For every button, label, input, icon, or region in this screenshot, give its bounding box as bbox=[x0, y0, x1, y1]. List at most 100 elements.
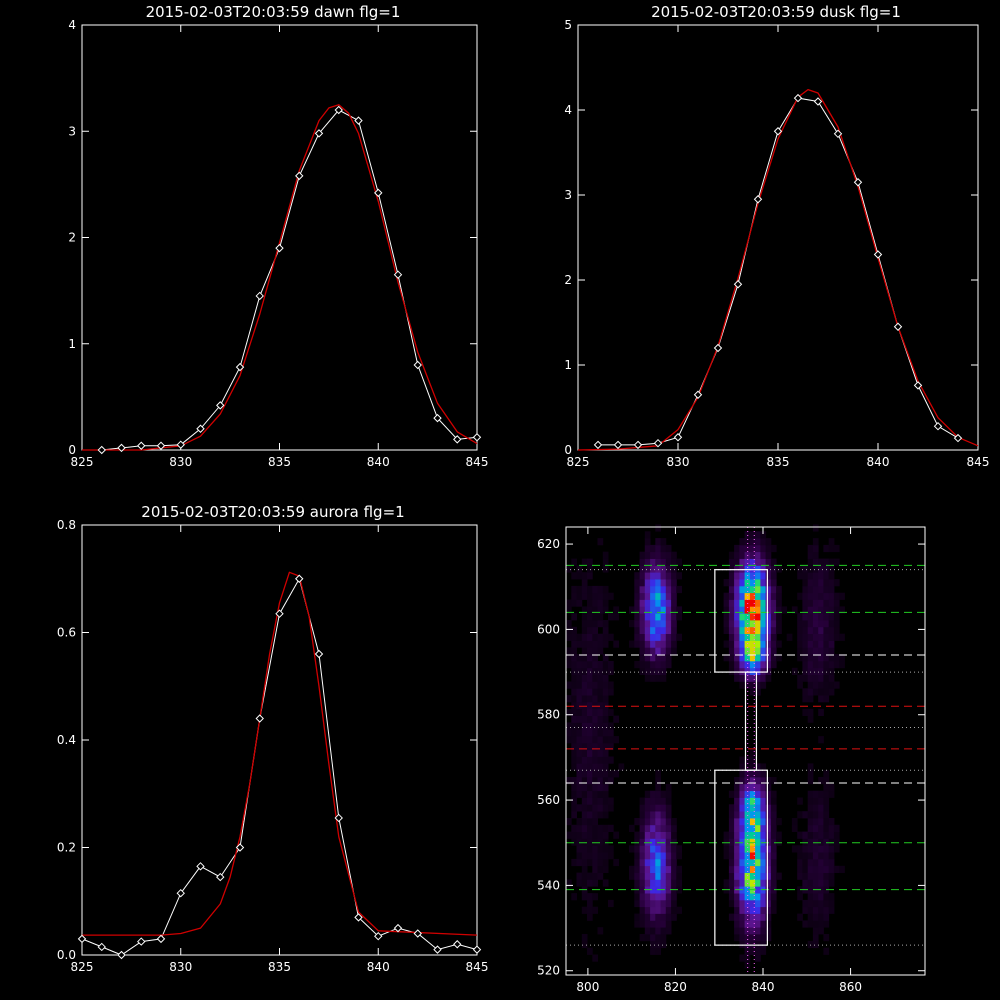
heatmap-cell bbox=[839, 606, 845, 614]
heatmap-cell bbox=[650, 906, 656, 914]
heatmap-cell bbox=[581, 667, 588, 675]
heatmap-cell bbox=[676, 872, 682, 880]
heatmap-cell bbox=[644, 606, 651, 614]
heatmap-cell bbox=[765, 872, 772, 880]
heatmap-cell bbox=[639, 893, 646, 901]
heatmap-cell bbox=[760, 572, 767, 580]
heatmap-cell bbox=[734, 565, 740, 573]
heatmap-cell bbox=[760, 661, 767, 669]
aurora-panel: 2015-02-03T20:03:59 aurora flg=1 825 830 8… bbox=[57, 503, 489, 974]
heatmap-cell bbox=[749, 681, 756, 689]
heatmap-cell bbox=[807, 544, 814, 553]
heatmap-cell bbox=[655, 544, 661, 553]
heatmap-cell bbox=[749, 579, 756, 587]
heatmap-cell bbox=[770, 811, 777, 819]
heatmap-cell bbox=[571, 742, 577, 751]
heatmap-cell bbox=[644, 661, 651, 669]
heatmap-cell bbox=[597, 715, 604, 723]
heatmap-cell bbox=[770, 633, 777, 641]
heatmap-cell bbox=[644, 599, 651, 607]
heatmap-cell bbox=[812, 934, 819, 942]
image-ytick-label: 580 bbox=[537, 708, 560, 722]
heatmap-cell bbox=[802, 626, 809, 634]
heatmap-cell bbox=[587, 770, 593, 778]
heatmap-cell bbox=[739, 858, 746, 867]
heatmap-cell bbox=[660, 797, 667, 805]
heatmap-cell bbox=[765, 572, 772, 580]
heatmap-cell bbox=[650, 626, 656, 634]
heatmap-cell bbox=[812, 681, 819, 689]
dawn-data-point bbox=[453, 435, 462, 444]
heatmap-cell bbox=[755, 893, 761, 901]
heatmap-cell bbox=[833, 681, 840, 689]
heatmap-cell bbox=[807, 777, 814, 785]
heatmap-cell bbox=[734, 906, 740, 914]
heatmap-cell bbox=[587, 585, 593, 594]
heatmap-cell bbox=[655, 920, 661, 928]
aurora-data-point bbox=[77, 934, 87, 944]
heatmap-cell bbox=[802, 845, 809, 853]
heatmap-cell bbox=[828, 592, 835, 600]
heatmap-cell bbox=[655, 674, 661, 682]
heatmap-cell bbox=[765, 797, 772, 805]
heatmap-cell bbox=[597, 790, 604, 798]
heatmap-cell bbox=[576, 633, 583, 641]
aurora-xtick-label: 835 bbox=[268, 960, 291, 974]
heatmap-cell bbox=[755, 954, 761, 962]
dawn-data-point bbox=[275, 243, 284, 253]
dawn-data-point bbox=[156, 441, 166, 450]
heatmap-cell bbox=[597, 824, 604, 832]
heatmap-cell bbox=[592, 674, 598, 682]
heatmap-cell bbox=[802, 852, 809, 860]
heatmap-cell bbox=[734, 858, 740, 867]
heatmap-cell bbox=[613, 858, 619, 867]
heatmap-cell bbox=[807, 811, 814, 819]
heatmap-cell bbox=[797, 797, 803, 805]
heatmap-cell bbox=[566, 681, 572, 689]
heatmap-cell bbox=[592, 729, 598, 737]
heatmap-cell bbox=[812, 804, 819, 812]
heatmap-cell bbox=[639, 565, 646, 573]
heatmap-cell bbox=[639, 831, 646, 839]
heatmap-cell bbox=[812, 551, 819, 559]
heatmap-cell bbox=[807, 620, 814, 628]
heatmap-cell bbox=[734, 845, 740, 853]
heatmap-cell bbox=[812, 599, 819, 607]
heatmap-cell bbox=[760, 920, 767, 928]
heatmap-cell bbox=[770, 599, 777, 607]
heatmap-cell bbox=[581, 708, 588, 716]
heatmap-cell bbox=[665, 783, 672, 792]
heatmap-cell bbox=[734, 783, 740, 792]
heatmap-cell bbox=[755, 934, 761, 942]
dusk-ytick-label: 1 bbox=[564, 358, 572, 372]
heatmap-cell bbox=[665, 879, 672, 887]
heatmap-cell bbox=[665, 824, 672, 832]
selection-box bbox=[714, 769, 768, 946]
heatmap-cell bbox=[802, 695, 809, 703]
heatmap-cell bbox=[581, 722, 588, 730]
heatmap-cell bbox=[828, 579, 835, 587]
heatmap-cell bbox=[760, 852, 767, 860]
heatmap-cell bbox=[665, 647, 672, 655]
heatmap-cell bbox=[587, 872, 593, 880]
heatmap-cell bbox=[755, 633, 761, 641]
aurora-ytick-label: 0.4 bbox=[57, 733, 76, 747]
heatmap-cell bbox=[770, 906, 777, 914]
heatmap-cell bbox=[581, 790, 588, 798]
heatmap-cell bbox=[660, 626, 667, 634]
heatmap-cell bbox=[776, 831, 782, 839]
heatmap-cell bbox=[818, 592, 824, 600]
heatmap-cell bbox=[650, 879, 656, 887]
heatmap-cell bbox=[828, 872, 835, 880]
heatmap-cell bbox=[802, 633, 809, 641]
image-axes-frame bbox=[565, 526, 926, 976]
heatmap-cell bbox=[807, 872, 814, 880]
heatmap-cell bbox=[644, 858, 651, 867]
heatmap-cell bbox=[765, 893, 772, 901]
heatmap-cell bbox=[581, 783, 588, 792]
heatmap-cell bbox=[776, 599, 782, 607]
heatmap-cell bbox=[608, 742, 614, 751]
heatmap-cell bbox=[728, 579, 735, 587]
heatmap-cell bbox=[739, 558, 746, 566]
aurora-data-point bbox=[97, 942, 106, 952]
